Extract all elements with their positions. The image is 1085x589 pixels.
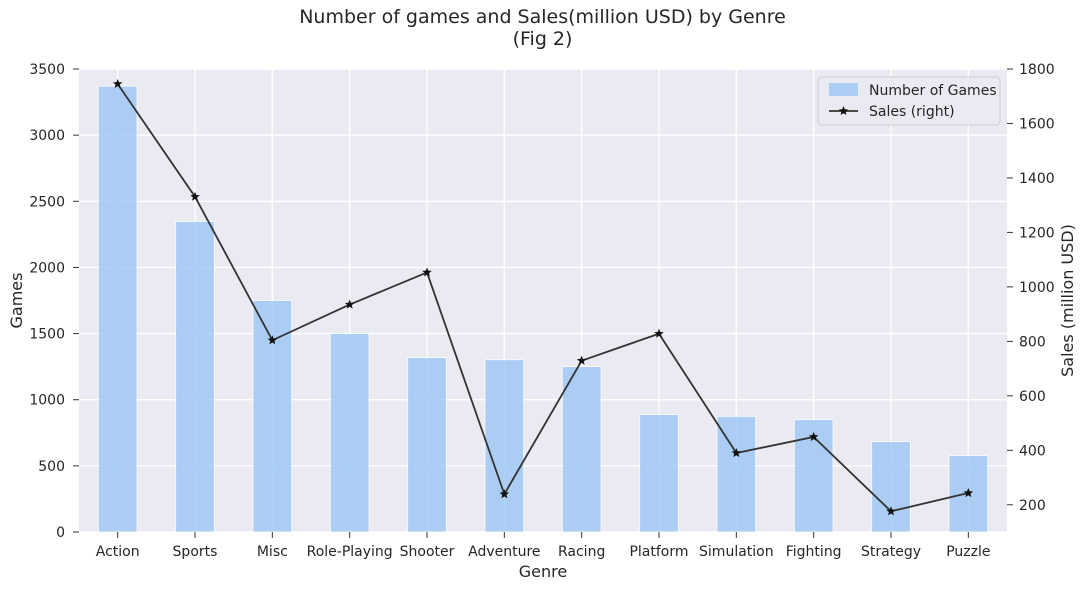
sales-point — [886, 506, 896, 516]
sales-point — [344, 299, 355, 309]
right-tick-label: 1400 — [1019, 171, 1055, 187]
left-tick-label: 500 — [38, 459, 65, 475]
sales-point — [808, 431, 819, 441]
right-tick-label: 800 — [1019, 334, 1046, 350]
right-tick-label: 1600 — [1019, 116, 1055, 132]
bar — [561, 366, 602, 533]
left-tick-label: 2000 — [29, 260, 65, 276]
bar — [252, 300, 293, 533]
right-tick-label: 400 — [1019, 443, 1046, 459]
bar — [871, 441, 911, 533]
sales-point — [654, 328, 664, 338]
sales-line — [116, 83, 969, 513]
bar — [716, 415, 757, 533]
sales-point — [267, 335, 278, 345]
left-tick-label: 3000 — [29, 128, 65, 144]
right-axis-ticks: 200 400 600 800 1000 1200 1400 1600 1800 — [1007, 62, 1055, 514]
legend-label-bar: Number of Games — [869, 83, 997, 99]
chart-title-block: Number of games and Sales(million USD) b… — [0, 6, 1085, 50]
legend-box — [817, 76, 1001, 126]
legend-swatch-star — [838, 106, 849, 116]
line-series — [112, 78, 974, 516]
sales-point — [112, 78, 123, 89]
left-tick-label: 1500 — [29, 327, 65, 343]
right-tick-label: 600 — [1019, 389, 1046, 405]
y-axis-label: Games — [7, 273, 26, 329]
x-tick-label: Simulation — [699, 544, 774, 560]
x-tick-label: Misc — [257, 544, 288, 560]
x-tick-label: Adventure — [468, 544, 540, 560]
legend-swatch-bar — [829, 83, 858, 96]
bar — [175, 221, 215, 533]
legend: Number of Games Sales (right) — [817, 76, 1001, 126]
x-tick-label: Shooter — [400, 544, 455, 560]
y-axis-label-right: Sales (million USD) — [1058, 224, 1077, 377]
chart-title: Number of games and Sales(million USD) b… — [299, 6, 786, 28]
x-tick-label: Sports — [173, 544, 218, 560]
right-tick-label: 1800 — [1019, 62, 1055, 78]
right-tick-label: 1200 — [1019, 225, 1055, 241]
x-tick-label: Platform — [629, 544, 688, 560]
chart-subtitle: (Fig 2) — [512, 28, 573, 50]
bar — [639, 414, 679, 533]
left-tick-label: 1000 — [29, 393, 65, 409]
left-tick-label: 3500 — [29, 62, 65, 78]
sales-point — [731, 448, 742, 458]
x-axis-label: Genre — [519, 562, 567, 581]
x-tick-label: Role-Playing — [307, 544, 393, 560]
bar — [484, 359, 525, 533]
plot-area — [79, 69, 1007, 532]
bar — [329, 333, 370, 533]
sales-point — [190, 191, 200, 201]
sales-point — [422, 267, 432, 277]
sales-point — [963, 488, 974, 498]
x-tick-label: Fighting — [786, 544, 842, 560]
right-tick-label: 1000 — [1019, 280, 1055, 296]
x-tick-label: Strategy — [861, 544, 921, 560]
x-tick-label: Racing — [558, 544, 605, 560]
x-tick-label: Puzzle — [946, 544, 990, 560]
bar-series — [97, 85, 989, 533]
sales-point — [576, 355, 587, 365]
left-axis-ticks: 0 500 1000 1500 2000 2500 3000 3500 — [29, 62, 79, 541]
x-axis-ticks: Action Sports Misc Role-Playing Shooter Adven… — [96, 532, 990, 560]
sales-point — [499, 489, 510, 499]
bar — [407, 357, 447, 533]
bar — [97, 85, 138, 533]
legend-label-line: Sales (right) — [869, 104, 955, 120]
x-tick-label: Action — [96, 544, 140, 560]
left-tick-label: 2500 — [29, 194, 65, 210]
left-tick-label: 0 — [56, 525, 65, 541]
right-tick-label: 200 — [1019, 498, 1046, 514]
